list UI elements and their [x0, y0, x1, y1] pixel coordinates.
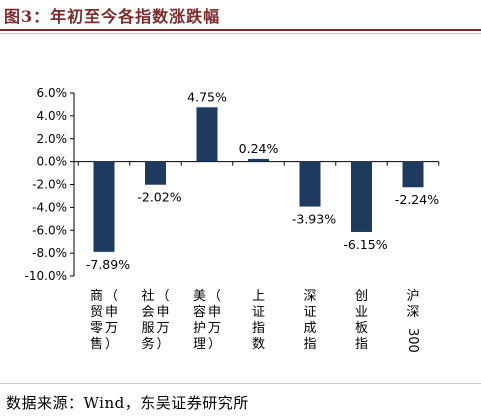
data-label: -6.15%: [343, 237, 387, 252]
category-label-char: 指: [303, 337, 316, 352]
label-layer: -7.89% -2.02% 4.75% 0.24% -3.93% -6.15% -2.24%: [86, 89, 439, 272]
category-layer: 商贸零售（申万）社会服务（申万）美容护理（申万）上证指数深证成指创业板指沪深30…: [90, 288, 420, 353]
category-label-char: 申: [156, 305, 169, 320]
category-label-char: ）: [105, 337, 118, 352]
category-label-char: 成: [303, 321, 316, 336]
data-label: 4.75%: [187, 89, 227, 104]
category-label-char: （: [208, 289, 221, 304]
category-label-char: 板: [355, 321, 368, 336]
chart-frame-top: [0, 33, 481, 34]
category-label-char: 深: [303, 289, 316, 304]
category-label-char: 深: [406, 305, 419, 320]
category-label-char: 社: [141, 288, 154, 304]
data-label: -3.93%: [292, 212, 336, 227]
category-label-char: 证: [303, 305, 316, 320]
category-label-char: 美: [193, 289, 206, 304]
category-label-char: 零: [90, 321, 103, 336]
chart-frame-bottom: [0, 383, 481, 384]
category-label-char: 商: [90, 289, 103, 304]
bar: [248, 158, 269, 162]
figure-source: 数据来源：Wind，东吴证券研究所: [6, 394, 249, 412]
category-label-char: 申: [208, 305, 221, 320]
category-label-char: 申: [105, 305, 118, 320]
category-label-char: 售: [90, 336, 103, 352]
category-label-char: （: [105, 289, 118, 304]
data-label: -2.02%: [137, 190, 181, 205]
category-label-char: 指: [252, 321, 265, 336]
category-label-char: ）: [156, 337, 169, 352]
category-label: （申万）: [105, 289, 118, 352]
category-label-char: 沪: [406, 288, 419, 304]
data-label: -7.89%: [86, 257, 130, 272]
y-tick-label: 4.0%: [37, 109, 68, 123]
category-label-char: 容: [193, 304, 206, 320]
data-label: -2.24%: [395, 192, 439, 207]
category-label-char: 贸: [90, 305, 103, 320]
data-label: 0.24%: [239, 141, 279, 156]
category-label-char: 业: [355, 305, 368, 320]
category-label: （申万）: [208, 289, 221, 352]
category-label-char: 护: [193, 321, 206, 336]
bar-layer: [93, 107, 424, 252]
y-tick-label: -10.0%: [25, 269, 67, 283]
category-label-char: 会: [141, 305, 154, 320]
category-label-char: 数: [252, 337, 265, 352]
category-label-digits: 300: [405, 328, 420, 353]
header-rule: [0, 29, 481, 31]
category-label-char: 万: [156, 321, 169, 336]
bar: [196, 107, 218, 162]
category-label-char: 上: [252, 289, 265, 304]
y-tick-label: -4.0%: [32, 200, 67, 214]
category-label-char: 理: [193, 337, 206, 352]
category-label-char: 指: [355, 337, 368, 352]
y-tick-label: -6.0%: [32, 223, 67, 237]
y-tick-label: -2.0%: [32, 178, 67, 192]
bar: [351, 161, 372, 232]
category-label-char: 创: [355, 289, 368, 304]
bar: [402, 161, 424, 188]
category-label-char: 万: [208, 321, 221, 336]
figure-header: 图3：年初至今各指数涨跌幅: [0, 0, 481, 34]
bar: [93, 161, 115, 252]
y-tick-label: 6.0%: [37, 86, 68, 100]
bar: [145, 161, 166, 185]
bar: [299, 161, 321, 207]
y-tick-label: 0.0%: [37, 155, 68, 169]
category-label: 沪深 300: [405, 288, 420, 353]
category-label-char: 证: [252, 305, 265, 320]
axis-layer: 6.0% 4.0% 2.0% 0.0% -2.0% -4.0% -6.0% -8.0% -10.…: [25, 86, 440, 283]
y-tick-label: 2.0%: [37, 132, 68, 146]
category-label-char: （: [156, 289, 169, 304]
category-label-char: ）: [208, 337, 221, 352]
category-label-char: 万: [105, 321, 118, 336]
category-label-char: 服: [141, 321, 154, 336]
y-tick-label: -8.0%: [32, 246, 67, 260]
category-label: （申万）: [156, 289, 169, 352]
figure-title: 图3：年初至今各指数涨跌幅: [4, 7, 221, 26]
category-label-char: 务: [141, 336, 154, 352]
